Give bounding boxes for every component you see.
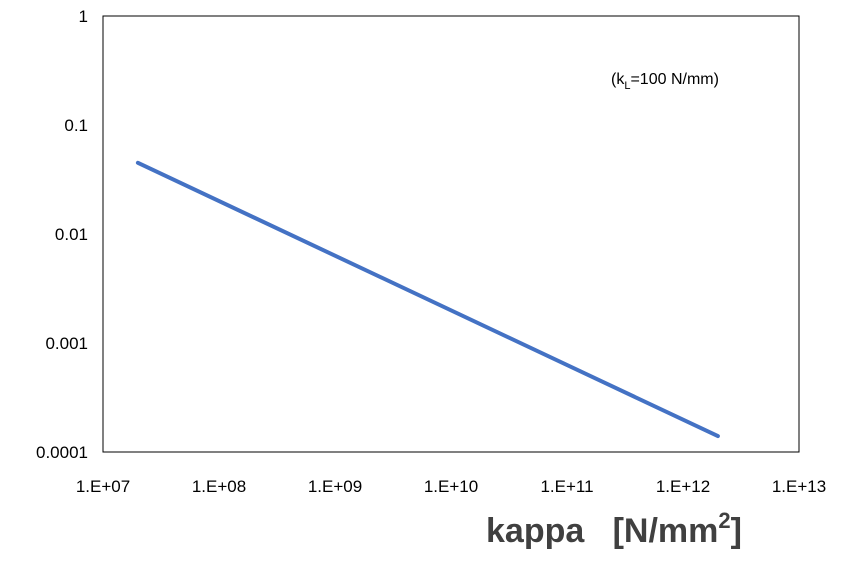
x-axis-label: kappa [N/mm2] xyxy=(486,510,742,551)
annotation-prefix: (k xyxy=(611,71,625,88)
series-line xyxy=(135,160,720,439)
x-tick-label: 1.E+12 xyxy=(656,477,710,496)
y-tick-label: 1 xyxy=(79,7,88,26)
y-tick-label: 0.01 xyxy=(55,225,88,244)
series-layer xyxy=(135,160,720,439)
annotation-suffix: =100 N/mm) xyxy=(630,71,718,88)
x-tick-label: 1.E+11 xyxy=(540,477,593,496)
x-axis-label-main: kappa xyxy=(486,512,585,550)
annotation-subscript: L xyxy=(624,80,630,92)
annotation-kl: (kL=100 N/mm) xyxy=(611,71,719,92)
y-tick-label: 0.1 xyxy=(64,116,88,135)
y-axis-ticks: 0.0001 0.001 0.01 0.1 1 xyxy=(36,7,88,462)
x-tick-label: 1.E+09 xyxy=(308,477,362,496)
x-tick-label: 1.E+07 xyxy=(76,477,130,496)
y-tick-label: 0.0001 xyxy=(36,443,88,462)
x-axis-label-unit-close: ] xyxy=(730,512,742,550)
x-axis-label-unit-exponent: 2 xyxy=(718,508,731,533)
plot-area-frame xyxy=(102,15,800,453)
x-tick-label: 1.E+13 xyxy=(772,477,826,496)
x-tick-label: 1.E+08 xyxy=(192,477,246,496)
y-tick-label: 0.001 xyxy=(45,334,88,353)
x-axis-label-unit: [N/mm xyxy=(612,512,719,550)
x-axis-ticks: 1.E+07 1.E+08 1.E+09 1.E+10 1.E+11 1.E+12 1.E+… xyxy=(76,477,826,496)
x-tick-label: 1.E+10 xyxy=(424,477,478,496)
